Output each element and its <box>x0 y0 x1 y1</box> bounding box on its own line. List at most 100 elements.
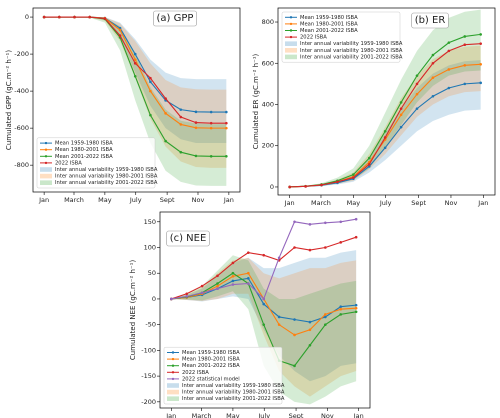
marker <box>194 154 198 158</box>
y-axis-label: Cumulated NEE (gC.m⁻² h⁻¹) <box>129 260 137 361</box>
legend-marker <box>289 22 293 26</box>
legend-swatch <box>40 167 52 172</box>
marker <box>231 283 235 286</box>
marker <box>164 97 167 100</box>
marker <box>194 110 198 114</box>
legend-label: Inter annual variability 1980-2001 ISBA <box>55 174 158 180</box>
x-tick-label: May <box>347 199 361 207</box>
marker <box>247 277 250 280</box>
marker <box>262 323 266 326</box>
marker <box>231 271 235 275</box>
marker <box>58 15 61 19</box>
x-tick-label: Jan <box>223 196 234 204</box>
marker <box>216 274 219 278</box>
marker <box>209 121 213 125</box>
marker <box>324 323 327 326</box>
y-tick-label: 0 <box>152 295 156 303</box>
marker <box>293 364 296 368</box>
marker <box>262 297 266 301</box>
legend-label: Inter annual variability 1980-2001 ISBA <box>300 48 403 54</box>
marker <box>431 53 435 57</box>
marker <box>277 323 281 326</box>
marker <box>118 28 122 32</box>
marker <box>431 94 435 98</box>
title-box <box>166 230 210 247</box>
marker <box>179 108 183 111</box>
legend-label: Mean 1980-2001 ISBA <box>55 147 113 153</box>
marker <box>185 295 188 298</box>
marker <box>339 241 343 244</box>
legend-box <box>163 346 283 405</box>
marker <box>225 154 228 158</box>
x-tick-label: Sept <box>160 196 175 204</box>
variability-band <box>289 60 481 187</box>
marker <box>308 328 312 332</box>
marker <box>133 62 137 65</box>
y-tick-label: -150 <box>141 372 156 380</box>
marker <box>339 313 343 316</box>
marker <box>293 333 296 337</box>
legend-label: Inter annual variability 1959-1980 ISBA <box>182 383 285 389</box>
y-tick-label: 150 <box>144 218 156 226</box>
marker <box>216 284 219 288</box>
legend-marker <box>289 29 293 32</box>
legend-label: Mean 1980-2001 ISBA <box>300 21 358 27</box>
panel: -200 -150 -100 -50 0 50 100 150 Jan March May July S… <box>129 211 371 418</box>
marker <box>247 282 250 285</box>
variability-band <box>44 17 227 168</box>
legend-swatch <box>285 48 297 53</box>
legend-label: 2022 statistical model <box>182 376 240 382</box>
marker <box>354 306 358 310</box>
y-tick-label: 200 <box>262 142 274 150</box>
marker <box>247 251 250 254</box>
legend-marker <box>44 148 48 151</box>
legend-label: Inter annual variability 1980-2001 ISBA <box>182 390 285 396</box>
marker <box>383 129 387 133</box>
x-tick-label: Jan <box>165 412 176 418</box>
marker <box>308 248 312 252</box>
marker <box>194 121 198 124</box>
panel: -800 -600 -400 -200 0 Jan March May July Sept Nov J… <box>5 7 241 204</box>
legend-label: Inter annual variability 2001-2022 ISBA <box>55 180 158 186</box>
legend-box <box>36 137 156 189</box>
legend-swatch <box>285 41 297 46</box>
legend-label: Mean 1959-1980 ISBA <box>300 15 358 21</box>
legend-label: 2022 ISBA <box>182 370 209 376</box>
panel-title: (c) NEE <box>170 233 207 244</box>
marker <box>209 110 213 114</box>
panel: 0 200 400 600 800 Jan March May July Sept Nov Jan Cu… <box>252 7 496 207</box>
marker <box>399 125 403 129</box>
y-tick-label: -800 <box>14 161 29 169</box>
marker <box>200 291 204 295</box>
marker <box>479 62 482 66</box>
legend-marker <box>171 364 175 367</box>
marker <box>383 146 387 150</box>
plot-frame <box>159 211 371 409</box>
marker <box>194 126 198 130</box>
legend-label: Inter annual variability 1959-1980 ISBA <box>300 41 403 47</box>
legend-marker <box>44 141 48 145</box>
legend-marker <box>171 377 175 381</box>
marker <box>42 15 46 19</box>
marker <box>179 150 183 154</box>
marker <box>352 173 355 176</box>
legend-swatch <box>40 180 52 185</box>
marker <box>308 223 312 226</box>
marker <box>354 310 358 314</box>
x-tick-label: Sept <box>289 412 304 418</box>
legend-label: Mean 2001-2022 ISBA <box>182 363 240 369</box>
panel-title: (a) GPP <box>157 13 194 24</box>
y-tick-label: -200 <box>14 50 29 58</box>
y-tick-label: -400 <box>14 87 29 95</box>
y-tick-label: 400 <box>262 100 274 108</box>
marker <box>367 162 371 166</box>
marker <box>225 121 228 125</box>
x-tick-label: March <box>192 412 212 418</box>
marker <box>399 113 403 117</box>
y-axis-label: Cumulated GPP (gC.m⁻² h⁻¹) <box>5 50 13 150</box>
legend-box <box>281 11 401 63</box>
marker <box>324 313 327 316</box>
legend-swatch <box>285 54 297 60</box>
marker <box>339 305 343 308</box>
